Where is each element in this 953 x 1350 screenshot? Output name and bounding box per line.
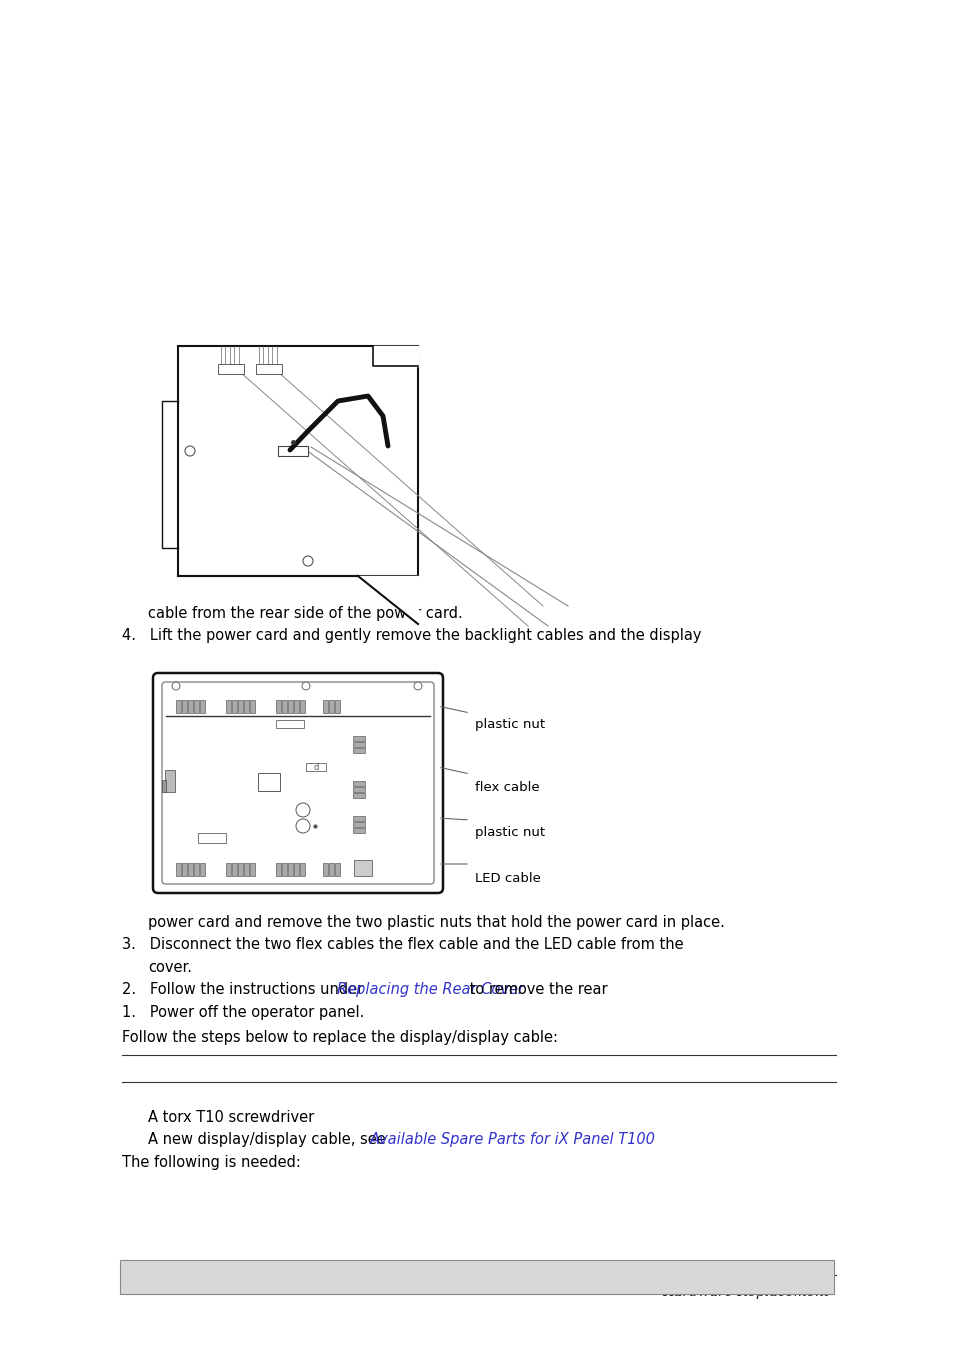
Bar — [218, 364, 244, 374]
Circle shape — [303, 556, 313, 566]
Bar — [288, 701, 293, 713]
Text: cable from the rear side of the power card.: cable from the rear side of the power ca… — [148, 606, 462, 621]
Text: plastic nut: plastic nut — [475, 718, 544, 730]
Circle shape — [302, 682, 310, 690]
Polygon shape — [373, 346, 417, 366]
Bar — [275, 701, 281, 713]
Text: 2.   Follow the instructions under: 2. Follow the instructions under — [122, 981, 368, 998]
Bar — [250, 701, 254, 713]
Bar — [288, 863, 293, 876]
Bar — [353, 815, 365, 821]
Bar — [120, 1260, 833, 1295]
Text: plastic nut: plastic nut — [475, 826, 544, 838]
Text: Replacing the Rear Cover: Replacing the Rear Cover — [336, 981, 523, 998]
Bar — [282, 863, 287, 876]
Bar — [353, 822, 365, 828]
Bar — [200, 701, 205, 713]
Text: d: d — [313, 763, 318, 771]
Bar — [182, 701, 187, 713]
Text: 3.   Disconnect the two flex cables the flex cable and the LED cable from the: 3. Disconnect the two flex cables the fl… — [122, 937, 683, 952]
Circle shape — [414, 682, 421, 690]
Bar — [237, 701, 243, 713]
Text: Follow the steps below to replace the display/display cable:: Follow the steps below to replace the di… — [122, 1030, 558, 1045]
Bar — [294, 863, 298, 876]
Bar — [198, 833, 226, 842]
Bar — [188, 863, 193, 876]
Bar — [175, 701, 181, 713]
Text: Available Spare Parts for iX Panel T100: Available Spare Parts for iX Panel T100 — [370, 1133, 656, 1147]
Bar — [277, 446, 308, 456]
Bar — [353, 787, 365, 792]
Bar — [299, 701, 305, 713]
Text: 4.   Lift the power card and gently remove the backlight cables and the display: 4. Lift the power card and gently remove… — [122, 628, 700, 643]
Bar — [353, 828, 365, 833]
Bar — [237, 863, 243, 876]
Circle shape — [295, 819, 310, 833]
Bar — [294, 701, 298, 713]
Bar — [353, 743, 365, 747]
Bar — [232, 701, 236, 713]
Text: to remove the rear: to remove the rear — [464, 981, 607, 998]
Bar — [193, 863, 199, 876]
Bar — [162, 780, 166, 792]
Text: flex cable: flex cable — [475, 782, 539, 794]
Text: cover.: cover. — [148, 960, 192, 975]
Bar — [323, 863, 328, 876]
Circle shape — [295, 803, 310, 817]
Bar — [226, 863, 231, 876]
Bar — [232, 863, 236, 876]
Bar — [244, 863, 249, 876]
Bar — [353, 736, 365, 741]
Bar — [329, 863, 334, 876]
Bar — [335, 701, 339, 713]
FancyBboxPatch shape — [152, 674, 442, 892]
Bar — [250, 863, 254, 876]
Bar — [299, 863, 305, 876]
Circle shape — [172, 682, 180, 690]
Bar — [193, 701, 199, 713]
Circle shape — [185, 446, 194, 456]
Bar — [323, 701, 328, 713]
Bar — [188, 701, 193, 713]
Bar — [353, 748, 365, 753]
Text: 1.   Power off the operator panel.: 1. Power off the operator panel. — [122, 1004, 364, 1021]
Bar — [275, 863, 281, 876]
Text: LED cable: LED cable — [475, 872, 540, 886]
Bar — [226, 701, 231, 713]
Bar — [255, 364, 282, 374]
Bar — [282, 701, 287, 713]
Bar — [335, 863, 339, 876]
Bar — [275, 720, 304, 728]
Text: power card and remove the two plastic nuts that hold the power card in place.: power card and remove the two plastic nu… — [148, 915, 724, 930]
Bar — [200, 863, 205, 876]
Text: A torx T10 screwdriver: A torx T10 screwdriver — [148, 1110, 314, 1125]
Bar — [257, 774, 280, 791]
Bar — [244, 701, 249, 713]
Bar — [175, 863, 181, 876]
Bar — [306, 763, 326, 771]
Text: A new display/display cable, see: A new display/display cable, see — [148, 1133, 390, 1147]
Text: The following is needed:: The following is needed: — [122, 1156, 300, 1170]
Bar — [178, 346, 417, 576]
Bar — [353, 782, 365, 786]
Text: Hardware Replacement: Hardware Replacement — [661, 1285, 829, 1299]
Bar — [165, 769, 174, 792]
FancyBboxPatch shape — [162, 682, 434, 884]
Bar — [353, 792, 365, 798]
Polygon shape — [357, 576, 417, 624]
Bar — [329, 701, 334, 713]
Bar — [354, 860, 372, 876]
Bar — [182, 863, 187, 876]
